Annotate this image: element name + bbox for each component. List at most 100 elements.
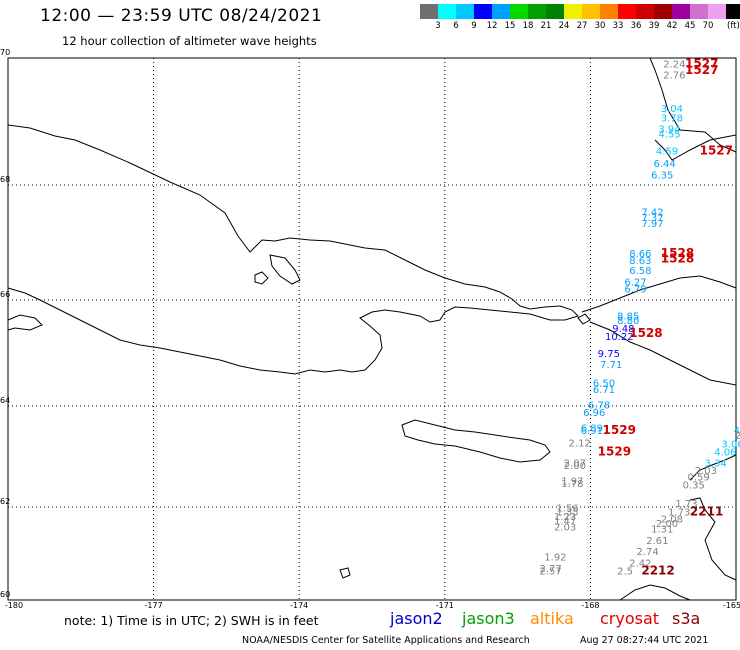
color-tick-label: 33 — [612, 21, 624, 31]
wave-height-value: 8.63 — [629, 256, 651, 267]
wave-height-value: 1.97 — [561, 476, 583, 487]
generated-timestamp: Aug 27 08:27:44 UTC 2021 — [580, 635, 709, 646]
color-swatch — [582, 4, 600, 19]
wave-height-value: 7.97 — [641, 219, 663, 230]
wave-height-value: 6.27 — [624, 278, 646, 289]
wave-height-value: 1.73 — [675, 499, 697, 510]
wave-height-value: 1.73 — [668, 507, 690, 518]
wave-height-value: 4.55 — [658, 129, 680, 140]
legend-jason2: jason2 — [390, 609, 443, 628]
color-tick-label: 24 — [558, 21, 570, 31]
wave-height-value: 6.71 — [593, 385, 615, 396]
wave-height-value: 1.31 — [651, 525, 673, 536]
color-tick-label: 21 — [540, 21, 552, 31]
color-tick-label: 30 — [594, 21, 606, 31]
wave-height-value: 2.77 — [539, 564, 561, 575]
color-tick-label: 27 — [576, 21, 588, 31]
wave-height-value: 0.35 — [683, 480, 705, 491]
color-tick-label: 18 — [522, 21, 534, 31]
lat-lon-grid — [8, 58, 736, 600]
pass-time-label: 1527 — [685, 57, 718, 71]
legend-jason3: jason3 — [462, 609, 515, 628]
wave-height-value: 3.34 — [704, 459, 726, 470]
wave-height-value: 2.76 — [663, 70, 685, 81]
wave-height-value: 4.06 — [714, 447, 736, 458]
pass-time-label: 1528 — [661, 252, 694, 266]
color-scale-bar — [420, 4, 740, 19]
lat-label: 70 — [0, 48, 11, 57]
seward-peninsula-north — [581, 275, 737, 313]
west-cape — [7, 314, 43, 331]
color-tick-label: 9 — [471, 21, 477, 31]
color-swatch — [528, 4, 546, 19]
small-island — [339, 567, 351, 579]
lon-label: -177 — [144, 601, 163, 610]
wave-height-value: 2.08 — [661, 514, 683, 525]
lon-label: -174 — [290, 601, 309, 610]
color-swatch — [708, 4, 726, 19]
color-tick-label: 70 — [702, 21, 714, 31]
pass-time-label: 1527 — [700, 144, 733, 158]
wave-height-value: 4.59 — [656, 147, 678, 158]
wave-height-value: 1.23 — [554, 512, 576, 523]
color-swatch — [420, 4, 438, 19]
lon-label: -165 — [722, 601, 740, 610]
color-tick-label: 3 — [435, 21, 441, 31]
yukon-delta — [689, 497, 737, 581]
color-tick-label: 36 — [630, 21, 642, 31]
color-tick-label: 45 — [684, 21, 696, 31]
wave-height-value: 3.94 — [658, 124, 680, 135]
ne-coast-arc — [654, 134, 737, 161]
st-lawrence-island — [401, 419, 551, 463]
legend-s3a: s3a — [672, 609, 701, 628]
seward-peninsula-south — [589, 321, 737, 386]
wave-height-value: 2.07 — [564, 459, 586, 470]
wave-height-value: 7.71 — [600, 360, 622, 371]
wave-height-value: 2.00 — [656, 519, 678, 530]
lat-label: 66 — [0, 290, 11, 299]
wave-height-value: 2.03 — [554, 522, 576, 533]
color-swatch — [618, 4, 636, 19]
pass-time-label: 1529 — [603, 423, 636, 437]
color-tick-label: 39 — [648, 21, 660, 31]
wave-height-value: 4 — [734, 426, 740, 437]
page-subtitle: 12 hour collection of altimeter wave hei… — [62, 34, 317, 48]
wave-height-value: 2.03 — [695, 466, 717, 477]
wave-height-value: 2.12 — [569, 438, 591, 449]
wave-height-value: 10.22 — [605, 332, 634, 343]
nunivak-se-coast — [689, 454, 737, 481]
wave-height-value: 2.42 — [629, 559, 651, 570]
wave-height-value: 1.78 — [561, 479, 583, 490]
wave-height-value: 9.48 — [612, 324, 634, 335]
map-frame — [7, 57, 737, 601]
wave-height-value: 7.37 — [641, 213, 663, 224]
pass-time-label: 2212 — [641, 563, 674, 577]
color-swatch — [636, 4, 654, 19]
chukotka-inlet — [269, 254, 301, 285]
wave-height-value: 0.59 — [687, 473, 709, 484]
wave-height-value: 1.56 — [556, 504, 578, 515]
wave-height-value: 2.57 — [539, 566, 561, 577]
wave-height-value: 6.91 — [581, 426, 603, 437]
wave-height-value: 6.89 — [581, 423, 603, 434]
wave-height-value: 1.35 — [556, 507, 578, 518]
wave-height-value: 6.35 — [651, 171, 673, 182]
page-title: 12:00 — 23:59 UTC 08/24/2021 — [40, 6, 323, 26]
wrangel-coast-ne — [649, 57, 737, 153]
wave-height-value: 6.79 — [624, 285, 646, 296]
lon-label: -180 — [4, 601, 24, 610]
color-swatch — [564, 4, 582, 19]
wave-height-value: 2.00 — [564, 461, 586, 472]
chukotka-coast — [7, 124, 579, 375]
color-swatch — [492, 4, 510, 19]
wave-height-value: 6.58 — [629, 266, 651, 277]
color-scale-ticks: 3 6 9 12 15 18 21 24 27 30 33 36 39 42 45 70 (ft) — [420, 21, 740, 33]
wave-height-value: 3.04 — [661, 104, 683, 115]
wave-height-value: 8.66 — [629, 249, 651, 260]
pass-time-label: 1528 — [661, 246, 694, 260]
color-swatch — [726, 4, 740, 19]
lon-label: -171 — [435, 601, 454, 610]
wave-height-value: 2.74 — [637, 547, 659, 558]
footer-note: note: 1) Time is in UTC; 2) SWH is in fe… — [64, 613, 319, 628]
